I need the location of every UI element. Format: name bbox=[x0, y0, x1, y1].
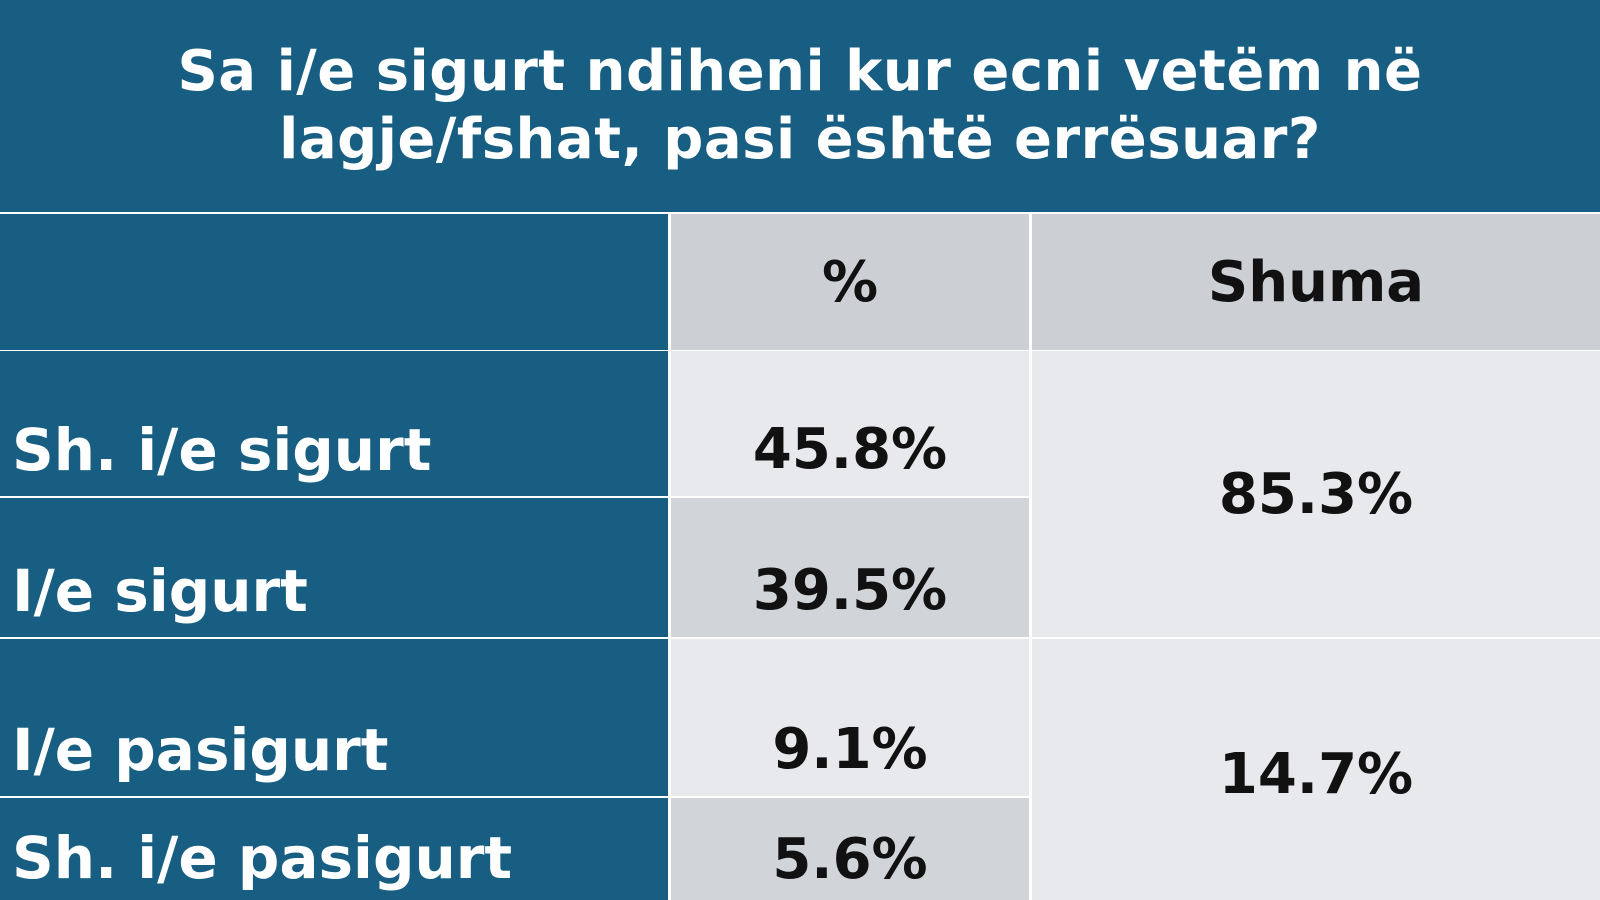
title-line-1: Sa i/e sigurt ndiheni kur ecni vetëm në bbox=[177, 39, 1423, 104]
header-percent: % bbox=[671, 214, 1029, 350]
title-line-2: lagje/fshat, pasi është errësuar? bbox=[279, 107, 1321, 172]
sum-unsafe-group: 14.7% bbox=[1032, 639, 1600, 900]
value-very-safe: 45.8% bbox=[671, 351, 1029, 496]
row-label-unsafe: I/e pasigurt bbox=[0, 639, 668, 796]
row-label-very-safe: Sh. i/e sigurt bbox=[0, 351, 668, 496]
row-label-very-unsafe: Sh. i/e pasigurt bbox=[0, 798, 668, 900]
row-label-safe: I/e sigurt bbox=[0, 498, 668, 637]
table-title: Sa i/e sigurt ndiheni kur ecni vetëm në … bbox=[0, 0, 1600, 212]
header-empty-cell bbox=[0, 214, 668, 350]
header-sum: Shuma bbox=[1032, 214, 1600, 350]
sum-safe-group: 85.3% bbox=[1032, 351, 1600, 637]
value-very-unsafe: 5.6% bbox=[671, 798, 1029, 900]
value-safe: 39.5% bbox=[671, 498, 1029, 637]
value-unsafe: 9.1% bbox=[671, 639, 1029, 796]
